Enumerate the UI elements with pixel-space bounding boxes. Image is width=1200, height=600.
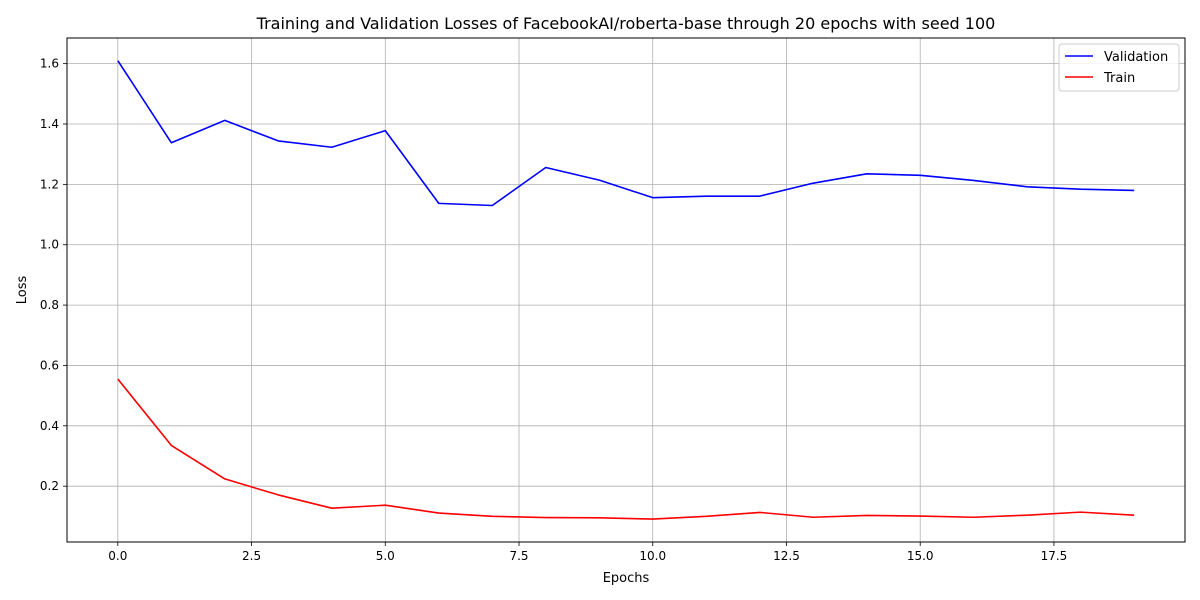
x-tick-label: 10.0 [639, 549, 666, 563]
legend: Validation Train [1058, 43, 1180, 92]
x-tick-label: 5.0 [376, 549, 395, 563]
y-tick-label: 0.4 [40, 419, 59, 433]
plot-frame [66, 37, 1186, 543]
x-tick-label: 7.5 [509, 549, 528, 563]
y-tick-label: 0.2 [40, 479, 59, 493]
y-axis: 0.2 0.4 0.6 0.8 1.0 1.2 1.4 1.6 [40, 57, 67, 493]
y-tick-label: 1.6 [40, 57, 59, 71]
x-axis-label: Epochs [603, 571, 650, 586]
legend-label-train: Train [1103, 71, 1135, 86]
x-axis: 0.0 2.5 5.0 7.5 10.0 12.5 15.0 17.5 [108, 542, 1067, 563]
chart-title: Training and Validation Losses of Facebo… [256, 14, 996, 33]
y-tick-label: 1.0 [40, 238, 59, 252]
x-tick-label: 0.0 [108, 549, 127, 563]
y-tick-label: 0.6 [40, 358, 59, 372]
y-tick-label: 1.2 [40, 177, 59, 191]
x-tick-label: 15.0 [907, 549, 934, 563]
x-tick-label: 2.5 [242, 549, 261, 563]
y-axis-label: Loss [15, 276, 30, 305]
plot-lines [117, 60, 1135, 520]
x-tick-label: 17.5 [1041, 549, 1068, 563]
y-tick-label: 1.4 [40, 117, 59, 131]
series-line-validation [117, 60, 1135, 207]
y-tick-label: 0.8 [40, 298, 59, 312]
series-line-train [117, 378, 1135, 520]
grid [67, 38, 1185, 542]
legend-label-validation: Validation [1104, 50, 1168, 65]
x-tick-label: 12.5 [773, 549, 800, 563]
